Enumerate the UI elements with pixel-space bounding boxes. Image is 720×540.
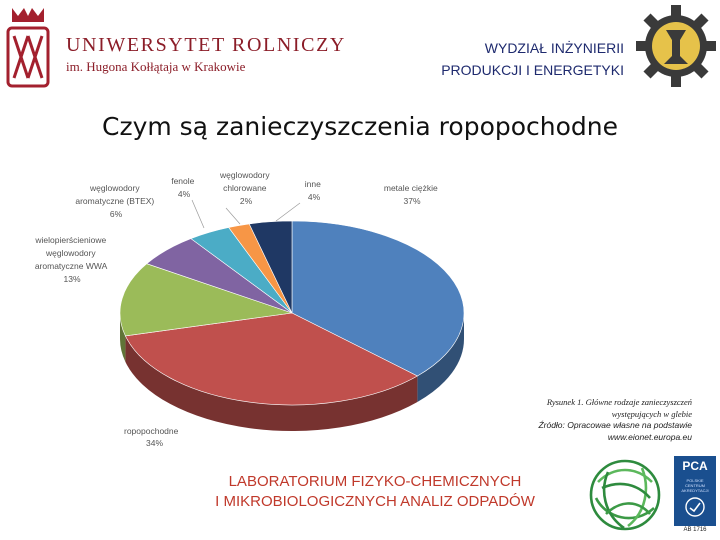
label-chlor-line-1: węglowodory bbox=[219, 170, 270, 180]
university-name: UNIWERSYTET ROLNICZY bbox=[66, 34, 346, 56]
leader-line-inne bbox=[275, 202, 301, 222]
label-ropo-value: 34% bbox=[146, 438, 163, 448]
faculty-line-2: PRODUKCJI I ENERGETYKI bbox=[441, 62, 624, 78]
accreditation-number: AB 1716 bbox=[683, 527, 707, 533]
pie-side-metale-ciezkie bbox=[417, 313, 464, 402]
pie-slice-ropopochodne bbox=[124, 312, 419, 406]
pie-chart: metale ciężkie 37% ropopochodne 34% wiel… bbox=[34, 170, 465, 448]
label-btex-value: 6% bbox=[110, 209, 123, 219]
figure-caption: Rysunek 1. Główne rodzaje zanieczyszczeń… bbox=[538, 397, 692, 443]
slice-label-chlor: węglowodory chlorowane 2% bbox=[219, 170, 272, 206]
pca-logo-text: PCA bbox=[682, 459, 708, 473]
slice-label-fenole: fenole 4% bbox=[171, 176, 197, 199]
label-btex-line-1: węglowodory bbox=[89, 183, 140, 193]
label-wwa-line-1: wielopierścieniowe bbox=[34, 235, 106, 245]
label-inne-name: inne bbox=[305, 179, 321, 189]
faculty-name: WYDZIAŁ INŻYNIERII PRODUKCJI I ENERGETYK… bbox=[441, 37, 624, 81]
pca-accreditation-badge bbox=[674, 456, 716, 526]
caption-line-1: Rysunek 1. Główne rodzaje zanieczyszczeń bbox=[546, 397, 692, 407]
pie-slice-metale-ciezkie bbox=[291, 220, 465, 377]
caption-line-2: występujących w glebie bbox=[611, 408, 692, 419]
label-inne-value: 4% bbox=[308, 192, 321, 202]
label-fenole-name: fenole bbox=[171, 176, 194, 186]
leader-line-chlor bbox=[225, 207, 241, 225]
recycling-logo bbox=[589, 459, 661, 531]
lab-line-2: I MIKROBIOLOGICZNYCH ANALIZ ODPADÓW bbox=[215, 493, 535, 510]
university-subtitle: im. Hugona Kołłątaja w Krakowie bbox=[66, 59, 246, 74]
label-wwa-value: 13% bbox=[63, 274, 80, 284]
leader-lines bbox=[191, 199, 301, 229]
pie-slice-wielopierscieniowe-weglowodory-aromatyczne-wwa bbox=[119, 263, 293, 337]
label-wwa-line-2: węglowodory bbox=[45, 248, 96, 258]
caption-source-url: www.eionet.europa.eu bbox=[607, 431, 692, 442]
label-chlor-line-2: chlorowane bbox=[223, 183, 267, 193]
pie-top bbox=[119, 220, 465, 406]
label-fenole-value: 4% bbox=[178, 189, 191, 199]
slice-label-inne: inne 4% bbox=[305, 179, 323, 202]
caption-source: Źródło: Opracowae własne na podstawie bbox=[538, 420, 692, 430]
laboratory-name: LABORATORIUM FIZYKO-CHEMICZNYCH I MIKROB… bbox=[160, 472, 590, 512]
pie-side-ropopochodne bbox=[125, 335, 418, 431]
faculty-gear-logo bbox=[636, 5, 716, 87]
slide-title: Czym są zanieczyszczenia ropopochodne bbox=[101, 112, 619, 141]
label-chlor-value: 2% bbox=[240, 196, 253, 206]
pie-slice-inne bbox=[248, 220, 293, 314]
slice-label-ropo: ropopochodne 34% bbox=[124, 426, 181, 448]
lab-line-1: LABORATORIUM FIZYKO-CHEMICZNYCH bbox=[228, 473, 522, 490]
slice-label-wwa: wielopierścieniowe węglowodory aromatycz… bbox=[34, 235, 109, 284]
label-wwa-line-3: aromatyczne WWA bbox=[35, 261, 108, 271]
label-btex-line-2: aromatyczne (BTEX) bbox=[75, 196, 154, 206]
pca-subtitle: POLSKIE CENTRUM AKREDYTACJI bbox=[681, 478, 709, 493]
slice-label-btex: węglowodory aromatyczne (BTEX) 6% bbox=[75, 183, 156, 219]
label-metale-name: metale ciężkie bbox=[384, 183, 438, 193]
label-metale-value: 37% bbox=[403, 196, 420, 206]
university-crest-logo bbox=[6, 8, 50, 88]
slice-label-metale: metale ciężkie 37% bbox=[384, 183, 440, 206]
leader-line-fenole bbox=[191, 199, 205, 229]
label-ropo-name: ropopochodne bbox=[124, 426, 179, 436]
pca-emblem-icon bbox=[685, 497, 705, 517]
faculty-line-1: WYDZIAŁ INŻYNIERII bbox=[484, 40, 624, 56]
